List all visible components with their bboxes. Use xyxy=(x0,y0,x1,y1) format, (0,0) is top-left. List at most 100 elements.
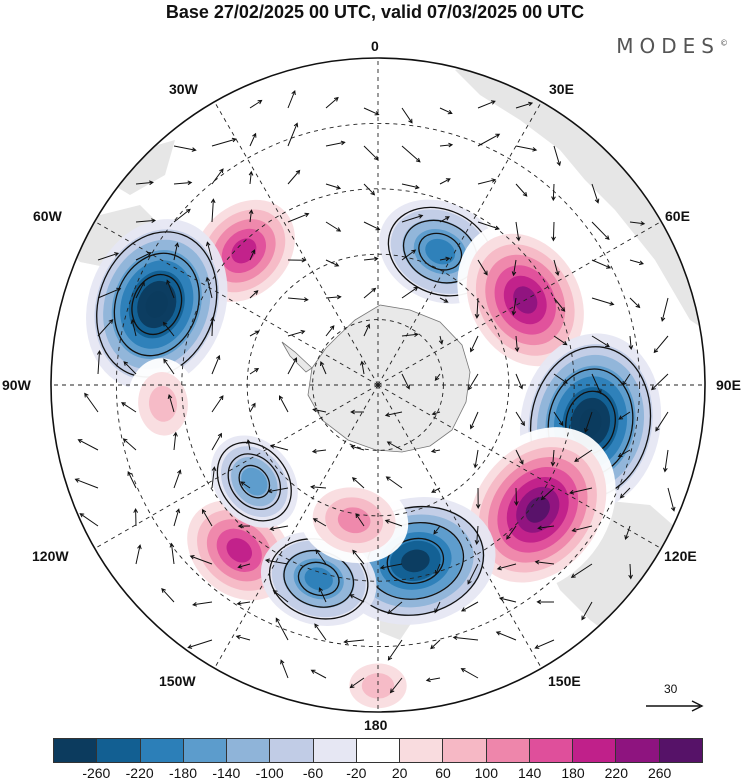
wind-vector xyxy=(76,479,99,488)
wind-vector xyxy=(174,181,191,185)
label-lon-150e: 150E xyxy=(548,673,581,689)
wind-vector xyxy=(326,184,340,189)
label-lon-60e: 60E xyxy=(665,208,690,224)
colorbar-cell xyxy=(660,738,703,763)
wind-vector xyxy=(212,396,223,412)
wind-vector xyxy=(454,636,478,640)
wind-vector xyxy=(250,331,259,336)
wind-vector xyxy=(315,624,326,640)
wind-vector xyxy=(535,640,554,648)
wind-vector xyxy=(440,143,452,147)
wind-vector xyxy=(478,101,495,108)
colorbar-cell xyxy=(357,738,400,763)
wind-vector xyxy=(537,600,554,604)
label-lon-90w: 90W xyxy=(2,377,31,393)
wind-vector xyxy=(351,445,364,450)
wind-vector xyxy=(281,660,288,678)
wind-vector xyxy=(364,288,375,298)
label-lon-0: 0 xyxy=(371,38,379,54)
colorbar-label: 140 xyxy=(518,765,541,781)
wind-vector xyxy=(312,670,327,678)
wind-vector xyxy=(387,477,403,488)
wind-vector xyxy=(288,358,297,374)
wind-vector xyxy=(516,146,536,151)
wind-vector xyxy=(124,439,137,450)
wind-vector xyxy=(212,138,236,146)
label-lon-180: 180 xyxy=(364,717,387,733)
wind-vector xyxy=(661,298,668,321)
label-lon-30w: 30W xyxy=(169,81,198,97)
wind-vector xyxy=(629,336,633,349)
wind-vector xyxy=(364,108,379,115)
colorbar-cell xyxy=(443,738,486,763)
wind-vector xyxy=(431,640,440,649)
wind-vector xyxy=(630,298,640,307)
colorbar-label: 260 xyxy=(648,765,671,781)
wind-vector xyxy=(326,326,334,336)
colorbar-labels: -260 -220 -180 -140 -100 -60 -20 20 60 100 140 180 2… xyxy=(53,765,703,781)
colorbar-label: 20 xyxy=(392,765,408,781)
wind-vector xyxy=(432,449,440,453)
wind-vector xyxy=(249,172,253,184)
label-lon-60w: 60W xyxy=(33,208,62,224)
wind-vector xyxy=(440,108,452,114)
reference-vector: 30 xyxy=(640,682,710,712)
wind-vector xyxy=(664,450,669,472)
wind-vector xyxy=(326,260,338,266)
wind-vector xyxy=(193,602,212,606)
wind-vector xyxy=(288,123,298,146)
wind-vector xyxy=(364,184,374,195)
polar-map xyxy=(0,0,750,783)
wind-vector xyxy=(134,509,138,526)
wind-vector xyxy=(288,91,295,108)
colorbar-cell xyxy=(53,738,97,763)
wind-vector xyxy=(288,330,305,336)
wind-vector xyxy=(440,179,450,184)
wind-vector xyxy=(474,450,478,467)
wind-vector xyxy=(462,669,479,678)
wind-vector xyxy=(344,640,364,644)
wind-vector xyxy=(427,678,440,682)
wind-vector xyxy=(162,589,174,602)
wind-vector xyxy=(250,404,255,413)
wind-vector xyxy=(250,134,256,146)
wind-vector xyxy=(136,545,141,564)
colorbar-cell xyxy=(487,738,530,763)
wind-vector xyxy=(470,412,478,429)
land-atlantic-sector xyxy=(105,140,175,195)
wind-vector xyxy=(364,222,380,230)
wind-vector xyxy=(288,171,300,185)
wind-vector xyxy=(78,440,98,450)
label-lon-30e: 30E xyxy=(549,81,574,97)
wind-vector xyxy=(250,101,262,109)
colorbar-cell xyxy=(530,738,573,763)
wind-vector xyxy=(326,222,340,231)
colorbar-label: 100 xyxy=(475,765,498,781)
colorbar-cell xyxy=(400,738,443,763)
colorbar-cell xyxy=(270,738,313,763)
wind-vector xyxy=(326,98,338,108)
wind-vector xyxy=(402,108,412,123)
wind-vector xyxy=(313,449,326,453)
colorbar-label: -20 xyxy=(346,765,366,781)
wind-vector xyxy=(188,640,212,648)
wind-vector xyxy=(174,470,181,488)
colorbar-label: -60 xyxy=(303,765,323,781)
colorbar-label: -140 xyxy=(212,765,240,781)
wind-vector xyxy=(85,394,98,413)
wind-vector xyxy=(478,179,495,184)
colorbar-cell xyxy=(573,738,616,763)
colorbar-label: -220 xyxy=(126,765,154,781)
wind-vector xyxy=(500,597,516,602)
wind-vector xyxy=(326,141,345,146)
reference-arrow xyxy=(640,692,710,722)
antarctic-peninsula xyxy=(282,342,312,372)
wind-vector xyxy=(469,374,478,390)
colorbar-label: -180 xyxy=(169,765,197,781)
wind-vector xyxy=(668,488,675,511)
colorbar-cell xyxy=(141,738,184,763)
wind-vector xyxy=(212,356,220,374)
wind-vector xyxy=(174,509,180,526)
label-lon-120e: 120E xyxy=(664,548,697,564)
wind-vector xyxy=(630,260,643,265)
